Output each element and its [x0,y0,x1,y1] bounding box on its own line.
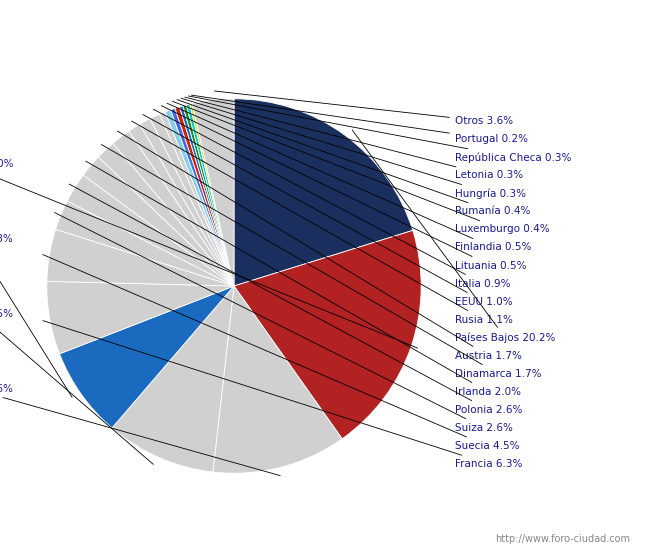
Wedge shape [234,230,421,439]
Wedge shape [112,286,234,472]
Wedge shape [150,114,234,286]
Wedge shape [140,119,234,286]
Text: Bélgica 9.5%: Bélgica 9.5% [0,309,153,464]
Wedge shape [192,99,234,286]
Text: Rusia 1.1%: Rusia 1.1% [131,121,513,324]
Text: República Checa 0.3%: República Checa 0.3% [188,96,571,163]
Text: Reino Unido 20.0%: Reino Unido 20.0% [0,160,417,348]
Text: EEUU 1.0%: EEUU 1.0% [143,114,512,306]
Text: Austria 1.7%: Austria 1.7% [118,131,522,361]
Text: Letonia 0.3%: Letonia 0.3% [185,97,523,180]
Wedge shape [98,143,234,286]
Text: Suiza 2.6%: Suiza 2.6% [55,213,513,433]
Wedge shape [129,124,234,286]
Text: Francia 6.3%: Francia 6.3% [43,321,522,469]
Wedge shape [83,157,234,286]
Wedge shape [56,201,234,286]
Wedge shape [47,229,234,286]
Wedge shape [175,107,234,286]
Text: http://www.foro-ciudad.com: http://www.foro-ciudad.com [495,535,630,544]
Wedge shape [190,103,234,286]
Text: Hungría 0.3%: Hungría 0.3% [181,98,526,199]
Wedge shape [170,108,234,286]
Wedge shape [60,286,234,428]
Text: Polonia 2.6%: Polonia 2.6% [69,184,522,415]
Text: Noruega 11.6%: Noruega 11.6% [0,384,280,476]
Text: Italia 0.9%: Italia 0.9% [153,109,510,289]
Wedge shape [165,110,234,286]
Wedge shape [113,131,234,286]
Wedge shape [67,175,234,286]
Text: Alemania 7.8%: Alemania 7.8% [0,234,72,397]
Text: Portugal 0.2%: Portugal 0.2% [192,95,528,144]
Text: Finlandia 0.5%: Finlandia 0.5% [167,103,531,252]
Text: Dinamarca 1.7%: Dinamarca 1.7% [101,145,541,379]
Wedge shape [213,286,342,473]
Text: Otros 3.6%: Otros 3.6% [214,91,513,126]
Wedge shape [187,104,234,286]
Wedge shape [234,99,413,286]
Wedge shape [47,281,234,354]
Text: Altea - Turistas extranjeros según país - Abril de 2024: Altea - Turistas extranjeros según país … [128,15,522,31]
Text: Lituania 0.5%: Lituania 0.5% [161,106,526,271]
Wedge shape [183,105,234,286]
Text: Luxemburgo 0.4%: Luxemburgo 0.4% [172,101,549,234]
Text: Irlanda 2.0%: Irlanda 2.0% [86,161,521,397]
Wedge shape [179,106,234,286]
Wedge shape [160,112,234,286]
Text: Suecia 4.5%: Suecia 4.5% [43,255,519,451]
Text: Rumanía 0.4%: Rumanía 0.4% [177,100,530,216]
Text: Países Bajos 20.2%: Países Bajos 20.2% [352,130,555,343]
